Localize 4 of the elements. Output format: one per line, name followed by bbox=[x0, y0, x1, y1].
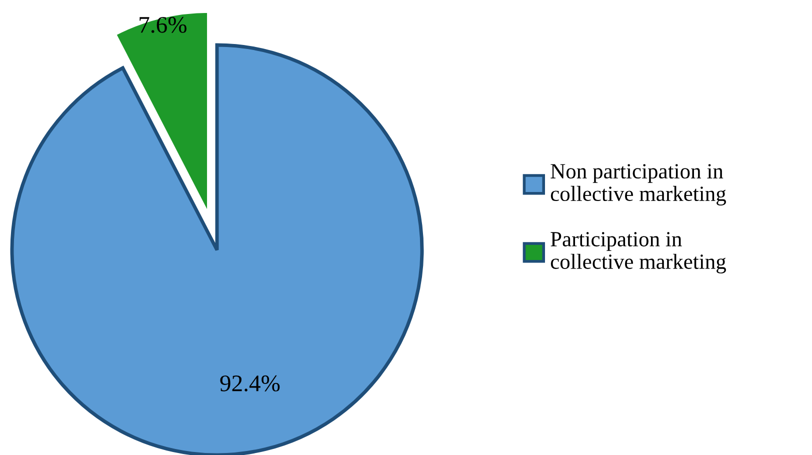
legend-label: Non participation in collective marketing bbox=[550, 164, 726, 206]
data-label: 92.4% bbox=[220, 375, 280, 392]
data-label: 7.6% bbox=[140, 16, 186, 33]
legend-label: Participation in collective marketing bbox=[550, 232, 726, 274]
